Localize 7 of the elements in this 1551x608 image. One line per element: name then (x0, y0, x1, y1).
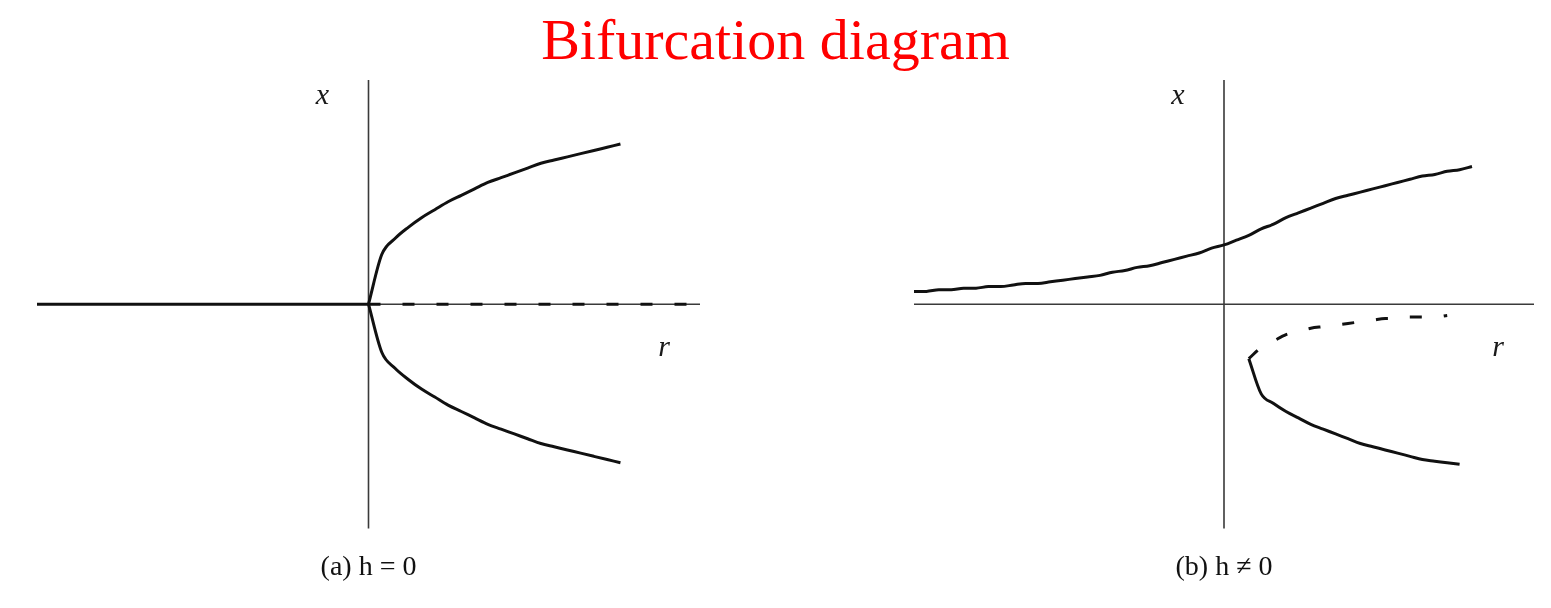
x-axis-title: r (658, 329, 671, 363)
chart-title: Bifurcation diagram (540, 7, 1011, 72)
text: (a) h = 0 (320, 549, 417, 581)
y-axis-title: x (314, 76, 330, 110)
text: (b) h ≠ 0 (1175, 549, 1273, 581)
y-axis-title: x (1170, 76, 1186, 110)
x-axis-title: r (1492, 329, 1505, 363)
